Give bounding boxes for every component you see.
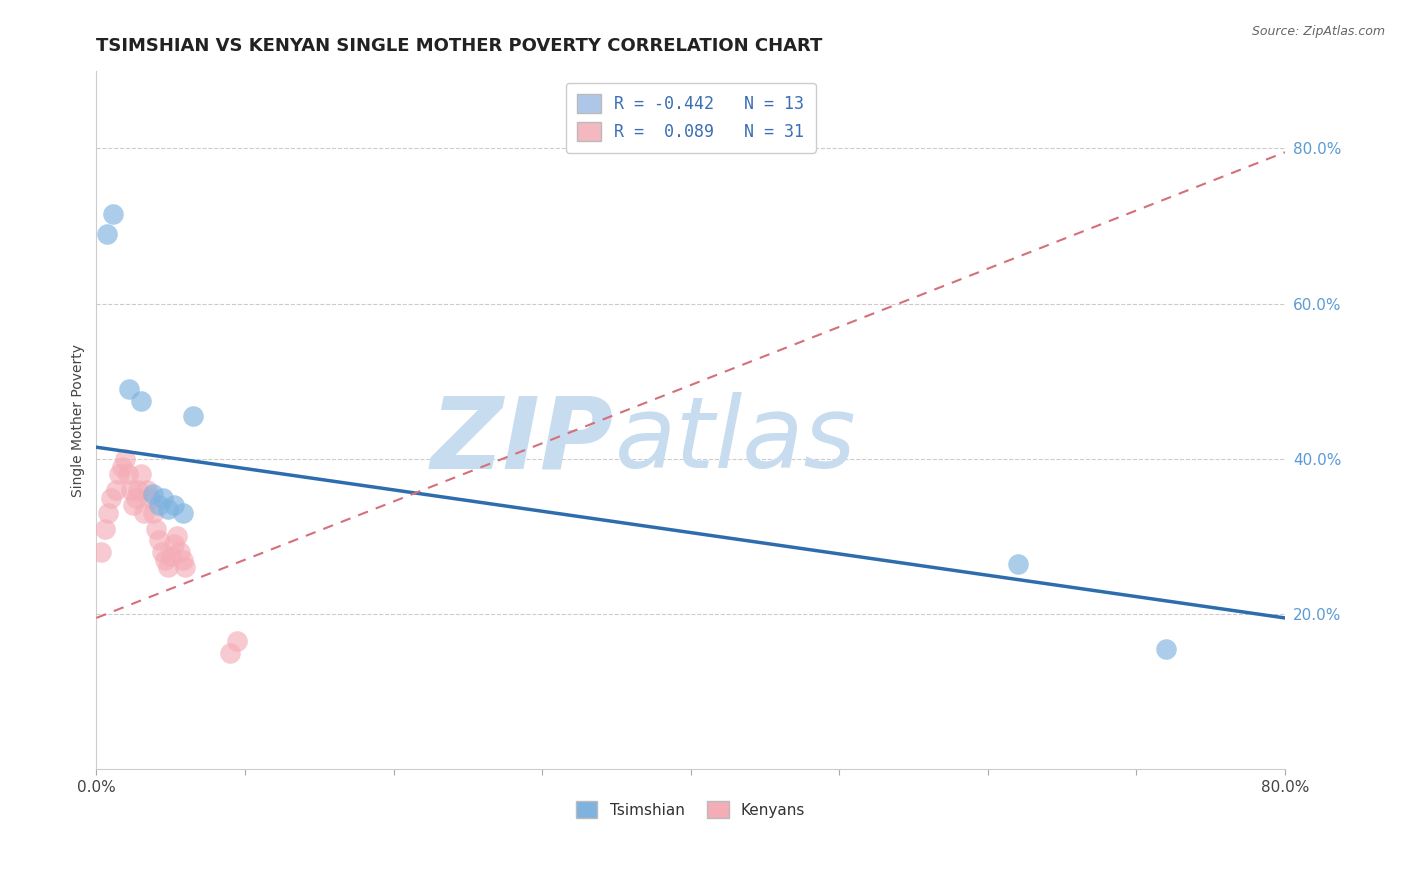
Point [139, 491, 162, 505]
Text: Source: ZipAtlas.com: Source: ZipAtlas.com [1251, 25, 1385, 38]
Point [104, 483, 127, 497]
Text: TSIMSHIAN VS KENYAN SINGLE MOTHER POVERTY CORRELATION CHART: TSIMSHIAN VS KENYAN SINGLE MOTHER POVERT… [97, 37, 823, 55]
Point [107, 467, 129, 482]
Point [142, 506, 165, 520]
Point [162, 499, 184, 513]
Point [172, 553, 194, 567]
Point [125, 491, 148, 505]
Point [159, 549, 181, 563]
Text: atlas: atlas [614, 392, 856, 490]
Point [96, 227, 118, 241]
Point [118, 382, 141, 396]
Point [132, 506, 155, 520]
Point [172, 506, 194, 520]
Point [156, 560, 179, 574]
Point [114, 451, 136, 466]
Point [110, 459, 132, 474]
Point [122, 499, 145, 513]
Point [117, 467, 139, 482]
Point [150, 545, 173, 559]
Point [135, 483, 157, 497]
Point [129, 467, 152, 482]
Point [145, 522, 167, 536]
Point [166, 529, 188, 543]
Point [94, 522, 117, 536]
Point [101, 207, 124, 221]
Point [1007, 557, 1029, 571]
Point [120, 483, 142, 497]
Point [127, 483, 149, 497]
Point [129, 393, 152, 408]
Point [153, 553, 176, 567]
Legend: Tsimshian, Kenyans: Tsimshian, Kenyans [569, 795, 811, 824]
Y-axis label: Single Mother Poverty: Single Mother Poverty [72, 343, 86, 497]
Point [152, 491, 174, 505]
Text: ZIP: ZIP [430, 392, 613, 490]
Point [156, 502, 179, 516]
Point [226, 634, 249, 648]
Point [148, 533, 170, 548]
Point [100, 491, 122, 505]
Point [142, 487, 165, 501]
Point [181, 409, 204, 424]
Point [90, 545, 112, 559]
Point [174, 560, 197, 574]
Point [169, 545, 191, 559]
Point [219, 646, 242, 660]
Point [97, 506, 120, 520]
Point [1154, 642, 1177, 657]
Point [162, 537, 184, 551]
Point [148, 499, 170, 513]
